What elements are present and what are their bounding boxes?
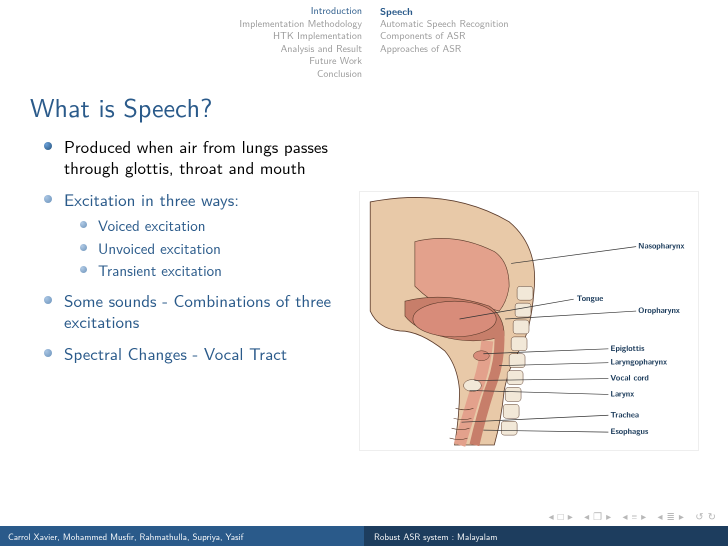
- label-laryngopharynx: Laryngopharynx: [610, 357, 667, 368]
- bullet-item: Produced when air from lungs passes thro…: [64, 136, 334, 179]
- image-column: Nasopharynx Tongue Oropharynx Epiglottis…: [350, 136, 708, 506]
- nav-section-analysis-result[interactable]: Analysis and Result: [0, 43, 362, 56]
- header-subsections-right: Speech Automatic Speech Recognition Comp…: [370, 0, 728, 70]
- larynx-shape: [464, 380, 482, 392]
- footer-authors: Carrol Xavier, Mohammed Musfir, Rahmathu…: [0, 526, 364, 546]
- nav-prev-slide-icon[interactable]: ◂□▸: [549, 512, 577, 523]
- nav-prev-frame-icon[interactable]: ◂❐▸: [584, 512, 615, 523]
- footer: Carrol Xavier, Mohammed Musfir, Rahmathu…: [0, 526, 728, 546]
- label-nasopharynx: Nasopharynx: [638, 241, 684, 252]
- header: Introduction Implementation Methodology …: [0, 0, 728, 70]
- tongue-shape: [413, 301, 496, 337]
- label-esophagus: Esophagus: [610, 426, 649, 437]
- nav-subsection-approaches[interactable]: Approaches of ASR: [380, 43, 728, 56]
- label-vocal-cord: Vocal cord: [610, 373, 649, 384]
- nav-back-forward-icon[interactable]: ↺↻: [695, 512, 720, 523]
- anatomy-diagram: Nasopharynx Tongue Oropharynx Epiglottis…: [359, 191, 699, 451]
- bullet-text: Excitation in three ways:: [64, 187, 239, 212]
- beamer-nav-symbols[interactable]: ◂□▸ ◂❐▸ ◂≡▸ ◂≣▸ ↺↻: [549, 509, 720, 524]
- anatomy-svg: Nasopharynx Tongue Oropharynx Epiglottis…: [360, 192, 698, 450]
- footer-title: Robust ASR system : Malayalam: [364, 526, 728, 546]
- nav-prev-section-icon[interactable]: ◂≡▸: [622, 512, 650, 523]
- label-epiglottis: Epiglottis: [610, 343, 645, 354]
- bullet-item: Some sounds - Combinations of three exci…: [64, 290, 334, 333]
- label-trachea: Trachea: [610, 409, 639, 420]
- header-sections-left: Introduction Implementation Methodology …: [0, 0, 370, 70]
- sub-bullet-item: Unvoiced excitation: [98, 239, 334, 258]
- nav-section-future-work[interactable]: Future Work: [0, 55, 362, 68]
- sub-bullet-item: Voiced excitation: [98, 216, 334, 235]
- epiglottis-shape: [473, 351, 489, 361]
- label-larynx: Larynx: [610, 388, 634, 399]
- nav-section-conclusion[interactable]: Conclusion: [0, 68, 362, 81]
- label-tongue: Tongue: [577, 293, 604, 304]
- bullet-item: Excitation in three ways: Voiced excitat…: [64, 189, 334, 281]
- label-oropharynx: Oropharynx: [638, 305, 680, 316]
- sub-bullet-item: Transient excitation: [98, 261, 334, 280]
- nav-search-icon[interactable]: ◂≣▸: [657, 512, 687, 523]
- sub-bullet-list: Voiced excitation Unvoiced excitation Tr…: [64, 216, 334, 280]
- bullet-list: Produced when air from lungs passes thro…: [30, 136, 334, 364]
- bullet-column: Produced when air from lungs passes thro…: [30, 136, 350, 506]
- bullet-item: Spectral Changes - Vocal Tract: [64, 343, 334, 364]
- content-area: Produced when air from lungs passes thro…: [0, 136, 728, 506]
